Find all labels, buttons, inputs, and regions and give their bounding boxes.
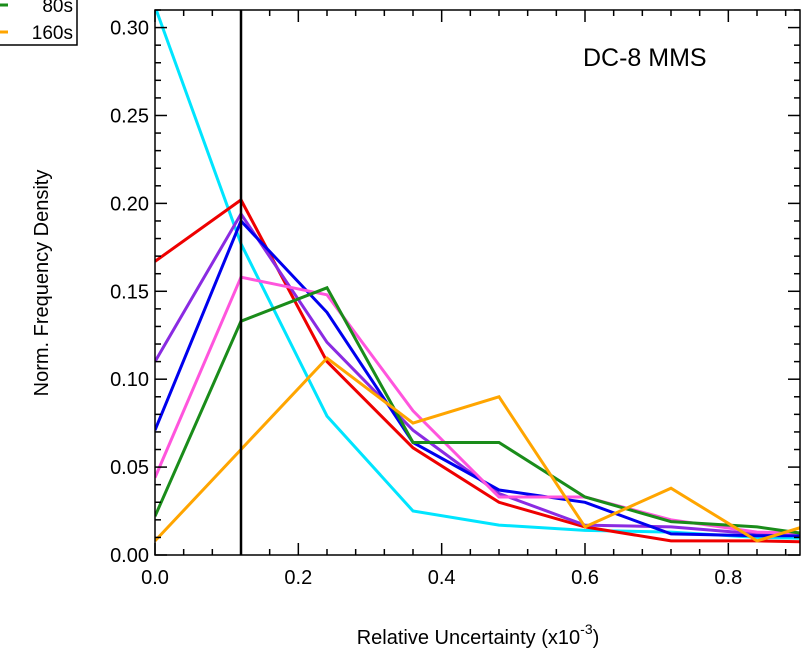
legend-label: 160s [32,23,73,44]
y-tick-label: 0.00 [110,545,149,567]
series-line-6 [155,285,800,535]
x-axis-label-superscript: -3 [580,621,593,637]
y-tick-label: 0.15 [110,281,149,303]
x-axis-label: Relative Uncertainty (x10-3) [357,621,600,649]
y-tick-labels: 0.00 0.05 0.10 0.15 0.20 0.25 0.30 [110,18,149,567]
x-tick-label: 0.4 [428,567,456,589]
plot-frame [154,9,801,556]
series-line-7 [155,356,800,543]
y-tick-label: 0.05 [110,457,149,479]
x-tick-label: 0.6 [571,567,599,589]
series-line-5 [155,275,800,535]
y-tick-label: 0.30 [110,18,149,40]
y-tick-label: 0.10 [110,369,149,391]
series-line-2 [155,197,800,544]
series-layer [155,10,800,544]
x-axis-label-main: Relative Uncertainty (x10 [357,627,580,649]
y-tick-label: 0.20 [110,193,149,215]
axis-ticks [154,9,800,556]
x-tick-labels: 0.0 0.2 0.4 0.6 0.8 [141,567,742,589]
y-axis-label: Norm. Frequency Density [31,170,53,397]
x-axis-label-close: ) [593,627,600,649]
series-line-1 [155,10,800,540]
x-tick-label: 0.8 [714,567,742,589]
x-tick-label: 0.0 [141,567,169,589]
series-line-4 [155,218,800,538]
series-line-3 [155,211,800,538]
chart-annotation: DC-8 MMS [583,44,707,72]
legend: 80s 160s [0,0,78,46]
x-tick-label: 0.2 [284,567,312,589]
y-tick-label: 0.25 [110,105,149,127]
legend-label: 80s [42,0,73,17]
legend-box [0,0,78,46]
